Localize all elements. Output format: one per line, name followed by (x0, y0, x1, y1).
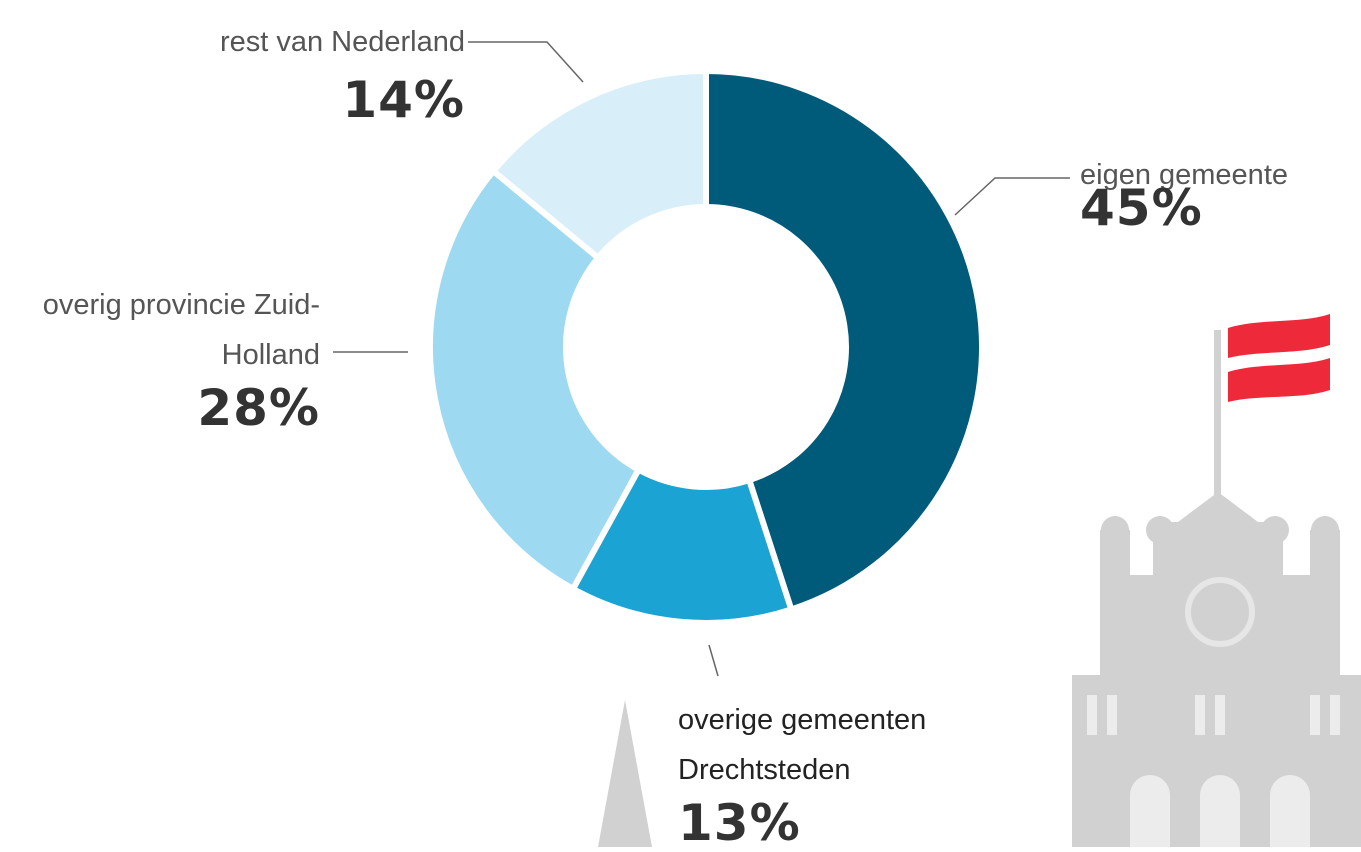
page: (() => { const data = JSON.parse(documen… (0, 0, 1361, 847)
value-label: 13% (678, 795, 1018, 851)
category-label: overige gemeenten Drechtsteden (678, 695, 1018, 795)
value-label: 28% (20, 380, 320, 436)
category-label: rest van Nederland (140, 17, 465, 67)
value-label: 45% (1080, 180, 1361, 236)
value-label: 14% (140, 72, 465, 128)
category-label: overig provincie Zuid-Holland (20, 280, 320, 380)
